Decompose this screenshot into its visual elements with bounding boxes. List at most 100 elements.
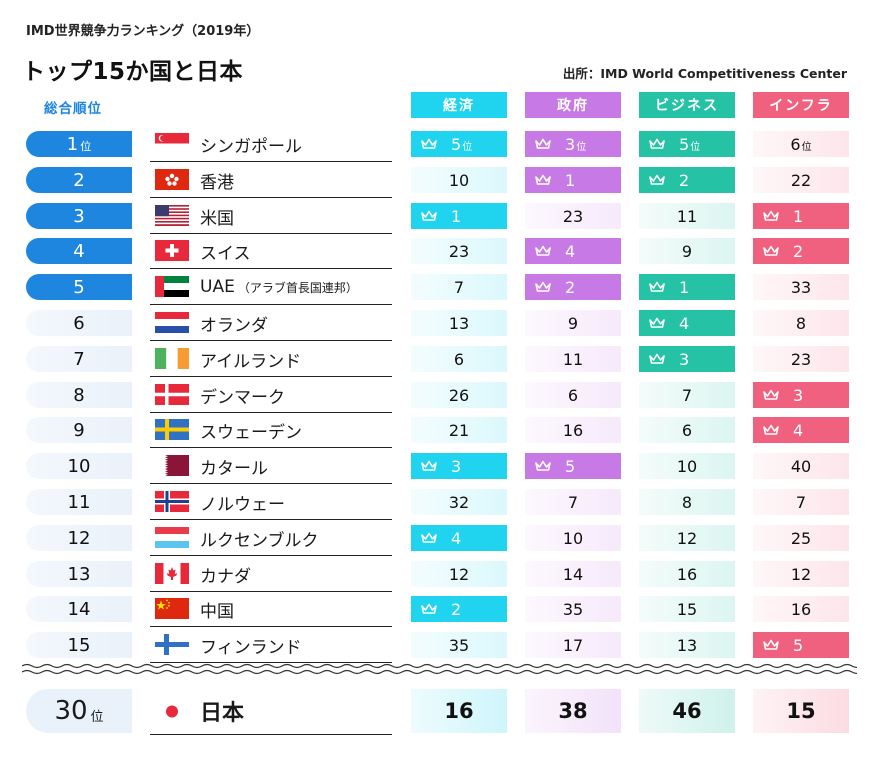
rank-badge: 5 [26, 274, 132, 300]
country-label: スウェーデン [200, 422, 302, 443]
government-rank-cell: 11 [525, 346, 621, 372]
break-separator [22, 663, 857, 675]
economy-rank-cell: 12 [411, 561, 507, 587]
ireland-flag-icon [155, 348, 189, 369]
rank-number: 14 [67, 598, 91, 620]
rank-value: 7 [795, 492, 807, 512]
rank-column-header: 総合順位 [44, 101, 102, 117]
sweden-flag-icon [155, 419, 189, 440]
country-label: 米国 [200, 208, 234, 229]
infrastructure-rank-cell: 8 [753, 310, 849, 336]
business-rank-cell: 11 [639, 203, 735, 229]
rank-number: 7 [73, 348, 85, 370]
source-note: 出所：IMD World Competitiveness Center [562, 66, 847, 81]
rank-value: 21 [448, 420, 470, 440]
rank-badge: 13 [26, 561, 132, 587]
rank-value: 10 [562, 528, 584, 548]
infrastructure-rank-cell: 3 [753, 382, 849, 408]
rank-value: 13 [676, 635, 698, 655]
row-divider [150, 233, 392, 234]
rank-badge: 10 [26, 453, 132, 479]
rank-value: 15 [786, 699, 816, 723]
business-rank-cell: 13 [639, 632, 735, 658]
canada-flag-icon [155, 563, 189, 584]
business-rank-cell: 10 [639, 453, 735, 479]
business-rank-cell: 46 [639, 689, 735, 733]
country-name: UAE （アラブ首長国連邦） [200, 274, 358, 300]
country-label: ノルウェー [200, 494, 285, 515]
business-rank-cell: 7 [639, 382, 735, 408]
column-header-economy: 経済 [411, 92, 507, 118]
rank-suffix: 位 [690, 142, 701, 153]
country-label: 中国 [200, 601, 234, 622]
rank-value: 26 [448, 385, 470, 405]
rank-number: 10 [67, 455, 91, 477]
rank-value: 2 [451, 599, 462, 619]
government-rank-cell: 6 [525, 382, 621, 408]
rank-badge: 12 [26, 525, 132, 551]
rank-value: 17 [562, 635, 584, 655]
finland-flag-icon [155, 634, 189, 655]
rank-value: 1 [793, 206, 804, 226]
rank-badge: 14 [26, 596, 132, 622]
country-name: フィンランド [200, 632, 302, 658]
country-label: UAE [200, 277, 235, 297]
economy-rank-cell: 1 [411, 203, 507, 229]
country-name: デンマーク [200, 382, 285, 408]
rank-value: 6 [453, 349, 465, 369]
government-rank-cell: 7 [525, 489, 621, 515]
economy-rank-cell: 16 [411, 689, 507, 733]
country-label: 日本 [200, 701, 245, 726]
rank-value: 7 [567, 492, 579, 512]
row-divider [150, 447, 392, 448]
economy-rank-cell: 6 [411, 346, 507, 372]
rank-value: 5 [793, 635, 804, 655]
government-rank-cell: 35 [525, 596, 621, 622]
economy-rank-cell: 2 [411, 596, 507, 622]
rank-suffix: 位 [801, 142, 812, 153]
crown-icon [649, 353, 665, 364]
rank-badge: 8 [26, 382, 132, 408]
rank-value: 38 [558, 699, 588, 723]
country-label: ルクセンブルク [200, 530, 319, 551]
rank-value: 7 [453, 277, 465, 297]
denmark-flag-icon [155, 384, 189, 405]
rank-value: 33 [790, 277, 812, 297]
government-rank-cell: 5 [525, 453, 621, 479]
row-divider [150, 376, 392, 377]
row-divider [150, 161, 392, 162]
country-label: シンガポール [200, 136, 302, 157]
economy-rank-cell: 10 [411, 167, 507, 193]
government-rank-cell: 9 [525, 310, 621, 336]
country-name: カタール [200, 453, 268, 479]
infrastructure-rank-cell: 1 [753, 203, 849, 229]
crown-icon [421, 532, 437, 543]
rank-value: 23 [448, 241, 470, 261]
government-rank-cell: 4 [525, 238, 621, 264]
rank-value: 10 [448, 170, 470, 190]
economy-rank-cell: 35 [411, 632, 507, 658]
rank-suffix: 位 [90, 709, 104, 725]
country-name: アイルランド [200, 346, 301, 372]
infrastructure-rank-cell: 2 [753, 238, 849, 264]
crown-icon [649, 174, 665, 185]
rank-value: 25 [790, 528, 812, 548]
business-rank-cell: 4 [639, 310, 735, 336]
rank-number: 30 [54, 696, 88, 726]
rank-number: 2 [73, 169, 85, 191]
rank-value: 6 [567, 385, 579, 405]
crown-icon [763, 424, 779, 435]
rank-value: 9 [567, 313, 579, 333]
row-divider [150, 591, 392, 592]
country-name: スウェーデン [200, 417, 302, 443]
rank-value: 2 [793, 241, 804, 261]
government-rank-cell: 10 [525, 525, 621, 551]
business-rank-cell: 1 [639, 274, 735, 300]
government-rank-cell: 38 [525, 689, 621, 733]
switzerland-flag-icon [155, 240, 189, 261]
rank-number: 13 [67, 563, 91, 585]
country-name: 米国 [200, 203, 234, 229]
business-rank-cell: 3 [639, 346, 735, 372]
singapore-flag-icon [155, 133, 189, 154]
